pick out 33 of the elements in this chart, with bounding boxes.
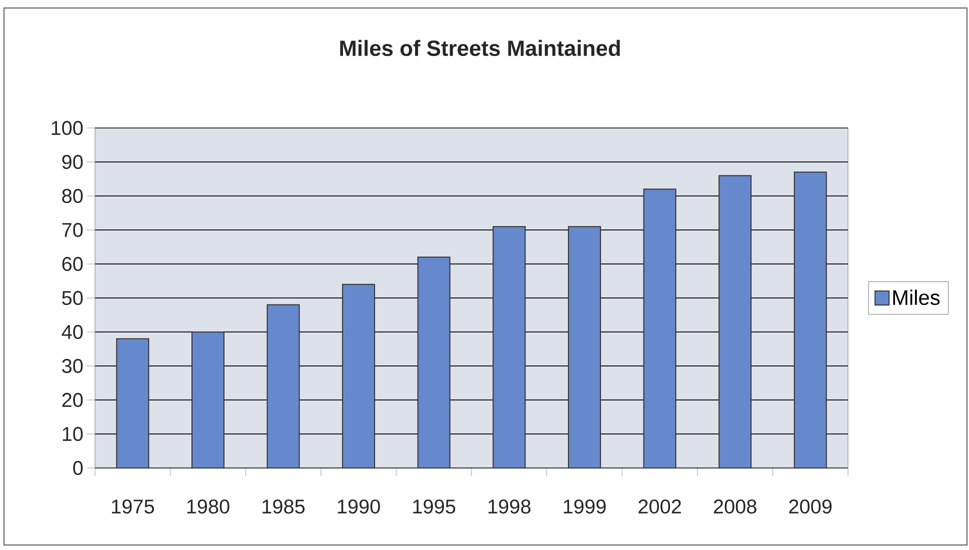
y-tick-label: 60: [62, 256, 83, 272]
bar: [417, 256, 450, 468]
x-tick-label: 2009: [789, 500, 832, 514]
y-tick-label: 80: [62, 188, 83, 204]
bar: [191, 331, 224, 468]
x-tick-label: 2008: [714, 500, 756, 514]
bar: [794, 172, 827, 468]
bar: [643, 188, 676, 468]
y-tick-label: 70: [62, 222, 83, 238]
x-tick-label: 1999: [564, 500, 606, 514]
x-tick-label: 1985: [262, 500, 305, 514]
y-tick-label: 50: [62, 290, 83, 306]
x-tick-label: 1980: [187, 500, 230, 514]
x-tick-label: 1990: [338, 500, 380, 514]
bar: [116, 338, 150, 468]
bar: [492, 226, 526, 468]
x-tick-label: 1995: [413, 500, 456, 514]
bar: [342, 284, 376, 468]
y-tick-label: 90: [62, 154, 83, 170]
bar: [718, 175, 752, 468]
y-tick-label: 100: [52, 120, 83, 136]
x-tick-label: 1998: [488, 500, 530, 514]
x-tick-label: 1975: [112, 500, 154, 514]
bar: [266, 304, 300, 468]
legend-label: Miles: [893, 290, 940, 306]
bar: [568, 226, 601, 468]
chart-title: Miles of Streets Maintained: [340, 40, 620, 56]
y-tick-label: 30: [62, 358, 83, 374]
y-tick-label: 20: [62, 392, 83, 408]
y-tick-label: 40: [62, 324, 83, 340]
y-tick-label: 0: [73, 460, 83, 476]
x-tick-label: 2002: [638, 500, 681, 514]
y-tick-label: 10: [62, 426, 83, 442]
